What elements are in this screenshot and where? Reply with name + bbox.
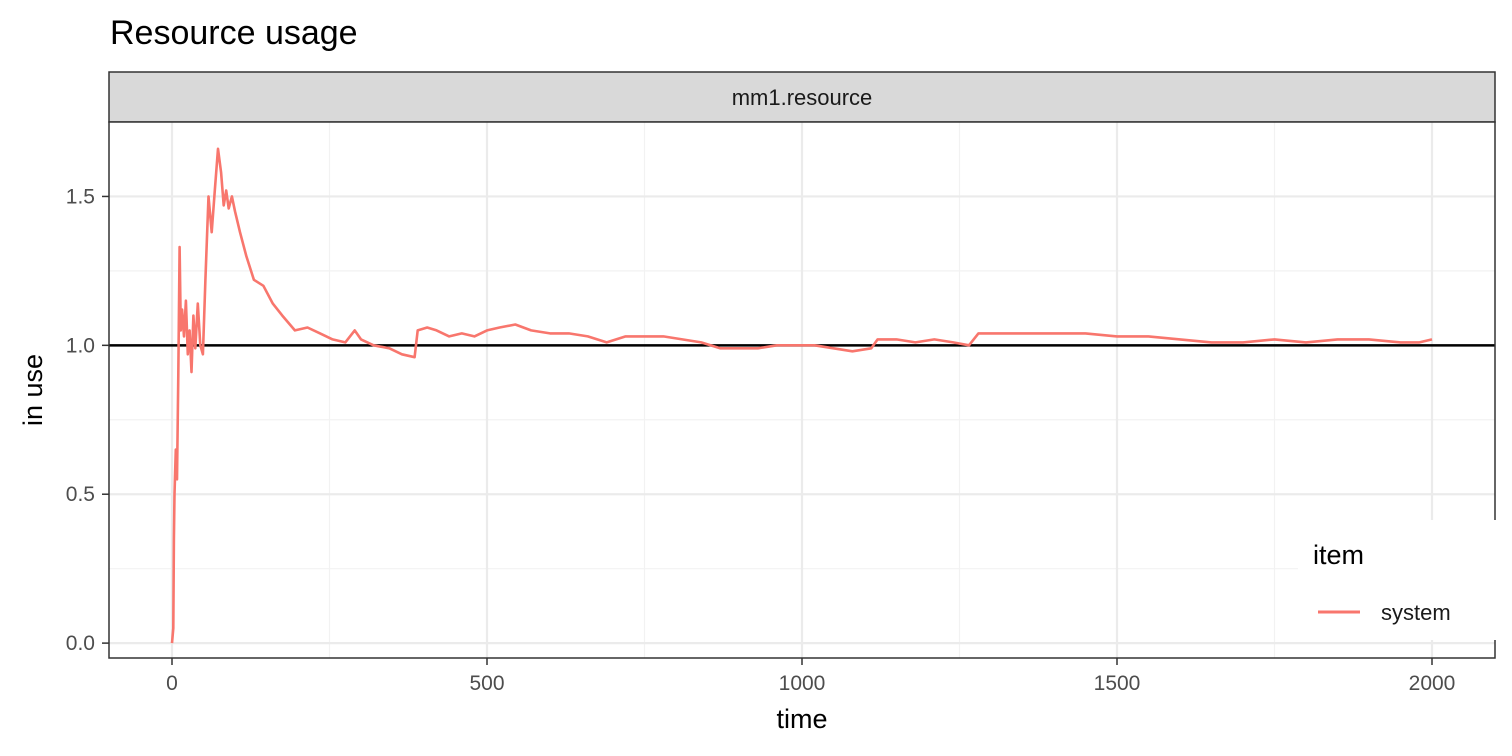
legend: item system [1298, 520, 1498, 640]
y-tick-label: 0.5 [66, 483, 95, 506]
y-tick-label: 1.5 [66, 185, 95, 208]
chart-title: Resource usage [110, 14, 358, 52]
x-axis-title: time [776, 704, 827, 734]
x-axis: 0 500 1000 1500 2000 [166, 658, 1455, 695]
y-tick-label: 1.0 [66, 334, 95, 357]
legend-title: item [1313, 540, 1364, 570]
x-tick-label: 2000 [1409, 672, 1456, 695]
x-tick-label: 0 [166, 672, 178, 695]
y-tick-label: 0.0 [66, 632, 95, 655]
series-line-system [170, 147, 1433, 644]
series-layer [170, 147, 1433, 644]
x-tick-label: 500 [469, 672, 504, 695]
legend-background [1298, 520, 1498, 640]
x-tick-label: 1000 [779, 672, 826, 695]
facet-strip-label: mm1.resource [732, 85, 873, 110]
facet-strip [108, 71, 1496, 123]
x-tick-label: 1500 [1094, 672, 1141, 695]
y-axis: 0.0 0.5 1.0 1.5 [66, 185, 109, 655]
legend-label-system: system [1381, 600, 1451, 625]
y-axis-title: in use [18, 354, 48, 426]
